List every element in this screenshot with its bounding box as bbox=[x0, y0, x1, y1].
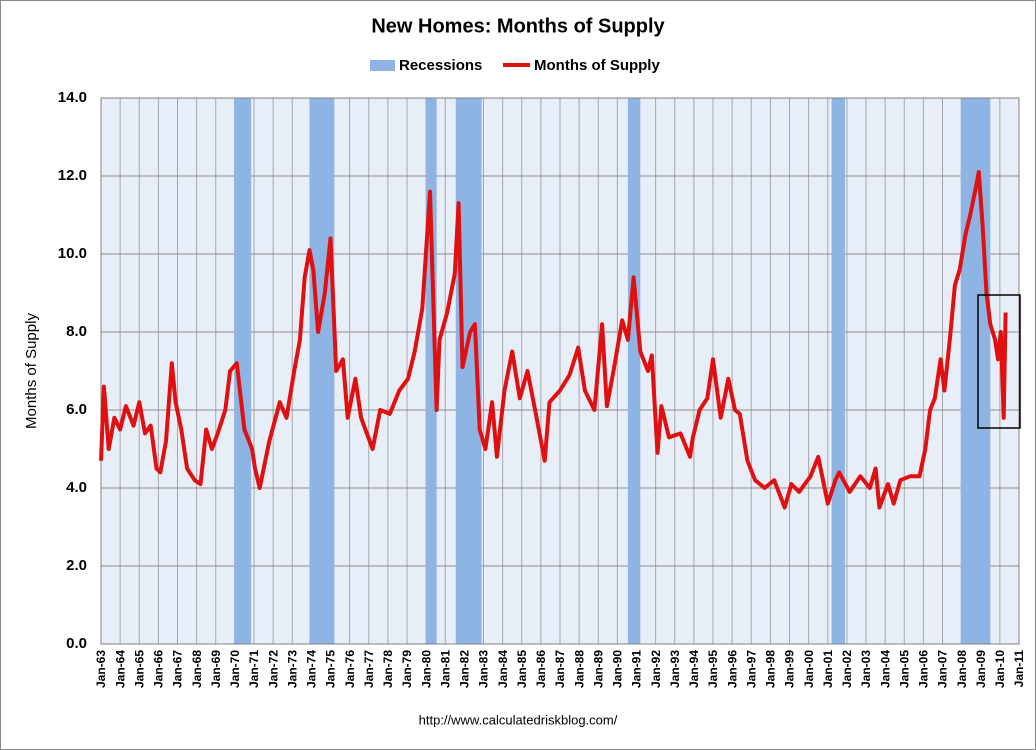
x-tick-label: Jan-63 bbox=[94, 650, 108, 688]
legend-swatch bbox=[370, 60, 395, 71]
x-tick-label: Jan-02 bbox=[840, 650, 854, 688]
x-tick-label: Jan-09 bbox=[974, 650, 988, 688]
x-tick-label: Jan-08 bbox=[955, 650, 969, 688]
x-tick-label: Jan-94 bbox=[687, 650, 701, 688]
x-tick-label: Jan-86 bbox=[534, 650, 548, 688]
x-tick-label: Jan-84 bbox=[496, 650, 510, 688]
y-tick-label: 8.0 bbox=[66, 323, 87, 340]
legend: Recessions Months of Supply bbox=[370, 57, 660, 74]
x-tick-label: Jan-97 bbox=[744, 650, 758, 688]
x-tick-label: Jan-88 bbox=[572, 650, 586, 688]
x-tick-label: Jan-69 bbox=[209, 650, 223, 688]
x-tick-label: Jan-90 bbox=[611, 650, 625, 688]
x-tick-label: Jan-85 bbox=[515, 650, 529, 688]
recession-band bbox=[426, 98, 437, 644]
x-tick-label: Jan-76 bbox=[343, 650, 357, 688]
y-tick-label: 4.0 bbox=[66, 479, 87, 496]
x-tick-label: Jan-65 bbox=[132, 650, 146, 688]
x-tick-label: Jan-03 bbox=[859, 650, 873, 688]
y-tick-label: 0.0 bbox=[66, 635, 87, 652]
y-axis-title: Months of Supply bbox=[23, 313, 40, 429]
x-tick-label: Jan-75 bbox=[324, 650, 338, 688]
x-tick-label: Jan-01 bbox=[821, 650, 835, 688]
x-tick-label: Jan-91 bbox=[630, 650, 644, 688]
x-tick-label: Jan-93 bbox=[668, 650, 682, 688]
recession-band bbox=[309, 98, 335, 644]
line-series bbox=[99, 170, 1008, 510]
highlight-box bbox=[977, 294, 1021, 429]
x-tick-label: Jan-98 bbox=[764, 650, 778, 688]
x-tick-label: Jan-68 bbox=[190, 650, 204, 688]
x-tick-label: Jan-72 bbox=[266, 650, 280, 688]
x-tick-label: Jan-89 bbox=[591, 650, 605, 688]
recession-band bbox=[234, 98, 252, 644]
x-tick-label: Jan-79 bbox=[400, 650, 414, 688]
plot-border bbox=[100, 97, 1020, 645]
x-tick-label: Jan-04 bbox=[878, 650, 892, 688]
y-tick-label: 12.0 bbox=[58, 167, 87, 184]
x-tick-label: Jan-80 bbox=[419, 650, 433, 688]
x-tick-label: Jan-67 bbox=[171, 650, 185, 688]
y-tick-label: 2.0 bbox=[66, 557, 87, 574]
y-tick-label: 14.0 bbox=[58, 89, 87, 106]
x-tick-label: Jan-77 bbox=[362, 650, 376, 688]
x-tick-label: Jan-92 bbox=[649, 650, 663, 688]
x-tick-label: Jan-64 bbox=[113, 650, 127, 688]
x-tick-label: Jan-74 bbox=[305, 650, 319, 688]
legend-label: Months of Supply bbox=[534, 57, 660, 74]
x-tick-label: Jan-73 bbox=[285, 650, 299, 688]
x-tick-label: Jan-78 bbox=[381, 650, 395, 688]
x-tick-label: Jan-87 bbox=[553, 650, 567, 688]
x-tick-label: Jan-10 bbox=[993, 650, 1007, 688]
y-tick-label: 6.0 bbox=[66, 401, 87, 418]
x-tick-label: Jan-71 bbox=[247, 650, 261, 688]
x-tick-label: Jan-66 bbox=[152, 650, 166, 688]
x-tick-label: Jan-05 bbox=[897, 650, 911, 688]
y-tick-label: 10.0 bbox=[58, 245, 87, 262]
recession-band bbox=[627, 98, 641, 644]
x-tick-label: Jan-70 bbox=[228, 650, 242, 688]
x-tick-label: Jan-96 bbox=[725, 650, 739, 688]
legend-label: Recessions bbox=[399, 57, 482, 74]
x-tick-label: Jan-81 bbox=[438, 650, 452, 688]
plot-area: Jan-63 Jan-64 Jan-65 Jan-66 Jan-67 Jan-68 Jan-… bbox=[58, 89, 1026, 688]
x-tick-label: Jan-82 bbox=[458, 650, 472, 688]
x-tick-label: Jan-00 bbox=[802, 650, 816, 688]
x-tick-label: Jan-99 bbox=[783, 650, 797, 688]
x-tick-label: Jan-83 bbox=[477, 650, 491, 688]
x-tick-label: Jan-06 bbox=[917, 650, 931, 688]
x-tick-label: Jan-95 bbox=[706, 650, 720, 688]
source: http://www.calculatedriskblog.com/ bbox=[419, 712, 618, 727]
x-tick-label: Jan-07 bbox=[936, 650, 950, 688]
x-tick-label: Jan-11 bbox=[1012, 650, 1026, 688]
recession-band bbox=[831, 98, 845, 644]
chart-title: New Homes: Months of Supply bbox=[371, 15, 665, 37]
